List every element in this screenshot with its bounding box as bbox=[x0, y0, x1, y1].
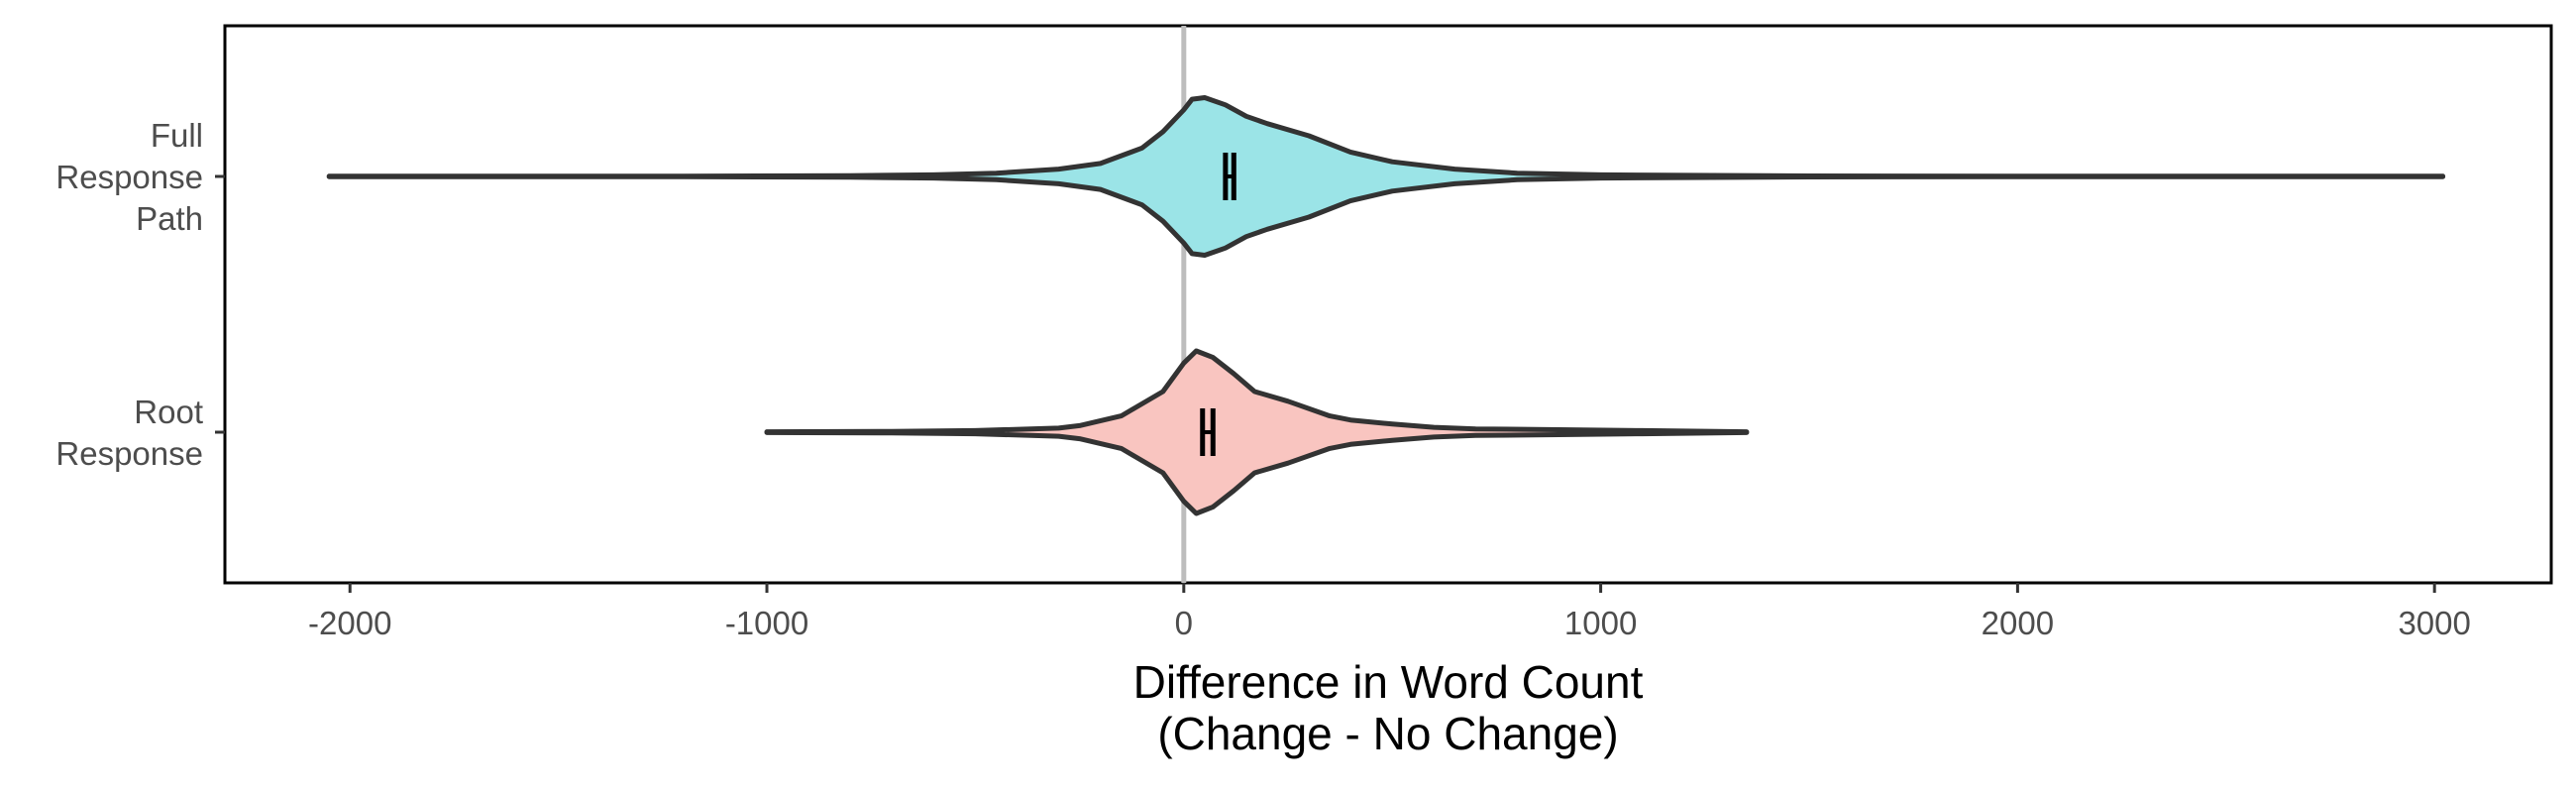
y-tick-label-1-1: Response bbox=[55, 435, 203, 472]
violin-0 bbox=[326, 95, 2446, 258]
x-tick-label-5: 3000 bbox=[2398, 605, 2470, 641]
x-tick-label-1: -1000 bbox=[725, 605, 808, 641]
plot-panel bbox=[223, 24, 2553, 585]
y-tick-label-1-0: Root bbox=[134, 394, 203, 430]
x-tick-label-0: -2000 bbox=[308, 605, 391, 641]
x-tick-label-3: 1000 bbox=[1564, 605, 1637, 641]
violin-1 bbox=[764, 348, 1750, 516]
y-tick-label-0-0: Full bbox=[151, 117, 203, 154]
x-tick-label-2: 0 bbox=[1175, 605, 1193, 641]
y-tick-label-0-2: Path bbox=[136, 200, 203, 237]
x-axis-title-line-0: Difference in Word Count bbox=[1133, 656, 1644, 708]
x-tick-label-4: 2000 bbox=[1982, 605, 2054, 641]
y-tick-label-0-1: Response bbox=[55, 159, 203, 195]
x-axis-title-line-1: (Change - No Change) bbox=[1157, 708, 1618, 759]
